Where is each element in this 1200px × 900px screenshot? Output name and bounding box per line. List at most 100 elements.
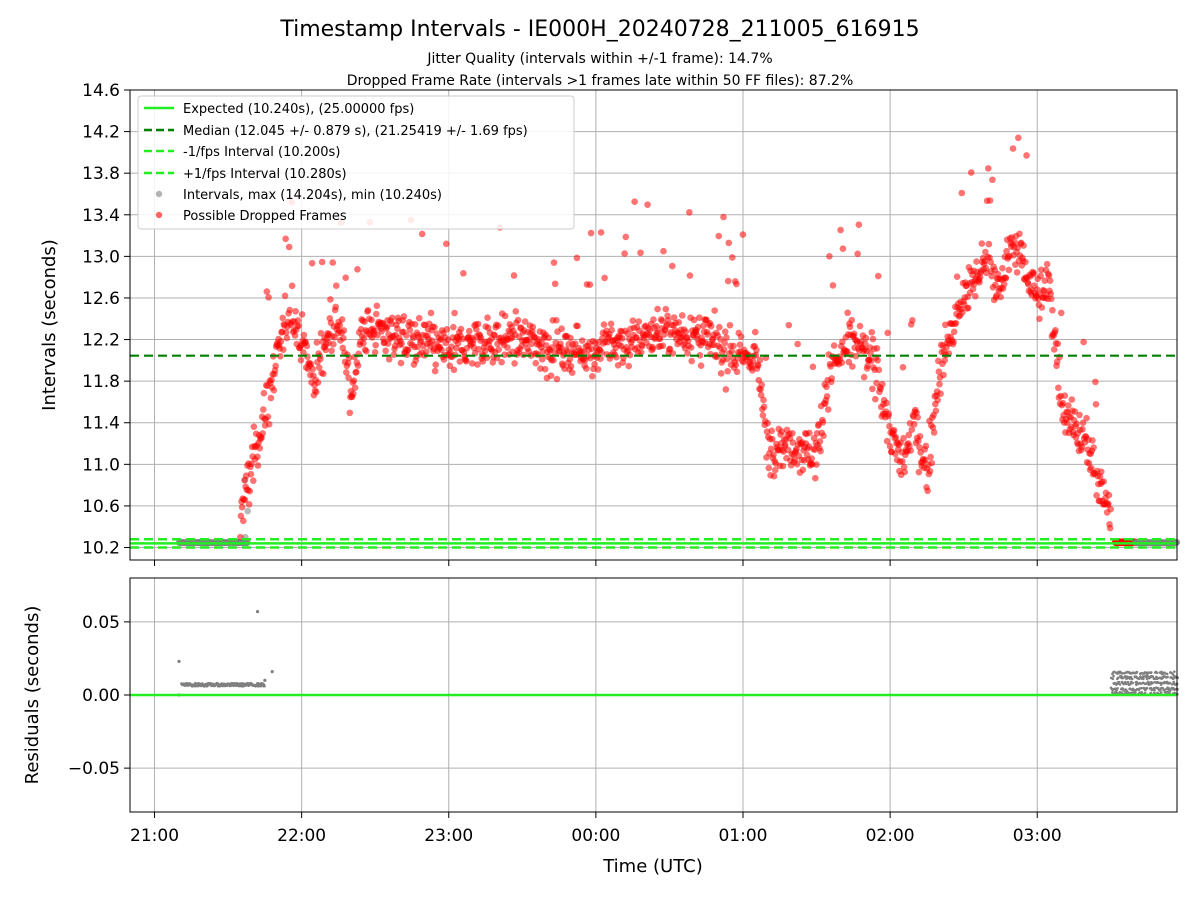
dropped-frame-point <box>446 362 454 370</box>
dropped-frame-point <box>475 345 482 353</box>
dropped-frame-point <box>650 316 657 323</box>
dropped-frame-point <box>259 430 267 437</box>
dropped-frame-point <box>456 358 464 365</box>
dropped-frame-point <box>566 355 574 363</box>
dropped-frame-point <box>283 334 291 342</box>
dropped-frame-point <box>1047 290 1054 298</box>
dropped-frame-point <box>532 359 540 367</box>
dropped-frame-point <box>568 369 576 377</box>
dropped-frame-point <box>547 372 555 380</box>
dropped-frame-point <box>491 331 498 339</box>
dropped-frame-point <box>997 293 1004 301</box>
dropped-frame-point <box>728 348 736 355</box>
dropped-frame-point <box>711 307 718 314</box>
dropped-frame-point <box>767 445 775 453</box>
residual-point <box>1112 674 1115 678</box>
dropped-frame-point <box>267 394 275 402</box>
dropped-frame-point <box>340 334 347 342</box>
residual-point <box>1130 677 1134 681</box>
dropped-frame-point <box>1106 524 1114 532</box>
dropped-frame-point <box>295 322 302 330</box>
dropped-frame-point <box>862 340 869 348</box>
dropped-frame-point <box>292 308 299 315</box>
dropped-frame-point <box>237 533 244 541</box>
dropped-frame-point <box>1090 444 1097 451</box>
dropped-frame-point <box>1063 419 1071 426</box>
dropped-frame-point <box>754 362 762 369</box>
dropped-frame-point <box>1005 266 1013 274</box>
dropped-frame-point <box>759 412 767 419</box>
dropped-frame-point <box>637 249 644 257</box>
residual-point <box>1166 675 1169 679</box>
dropped-frame-point <box>501 312 509 320</box>
bottom-y-tick-label-0: 0.05 <box>82 613 120 633</box>
dropped-frame-point <box>459 335 467 343</box>
dropped-frame-point <box>256 444 264 452</box>
dropped-frame-point <box>318 258 326 266</box>
dropped-frame-point <box>765 464 773 472</box>
dropped-frame-point <box>342 369 350 376</box>
dropped-frame-point <box>874 272 882 280</box>
dropped-frame-point <box>806 429 813 437</box>
dropped-frame-point <box>625 362 633 370</box>
dropped-frame-point <box>247 470 255 478</box>
dropped-frame-point <box>969 285 977 293</box>
residual-point <box>1118 683 1122 686</box>
residual-point <box>1170 683 1174 686</box>
dropped-frame-point <box>696 314 703 321</box>
dropped-frame-point <box>916 432 924 440</box>
dropped-frame-point <box>484 324 492 332</box>
dropped-frame-point <box>733 368 741 376</box>
dropped-frame-point <box>659 342 667 350</box>
residual-point <box>1157 681 1160 684</box>
dropped-frame-point <box>354 362 362 369</box>
top-y-tick-label-8: 13.4 <box>82 206 120 226</box>
dropped-frame-point <box>839 338 846 346</box>
dropped-frame-point <box>583 365 590 372</box>
dropped-frame-point <box>770 472 778 480</box>
dropped-frame-point <box>914 413 921 421</box>
x-tick-label-5: 02:00 <box>866 826 915 846</box>
dropped-frame-point <box>715 232 723 240</box>
dropped-frame-point <box>686 272 694 279</box>
dropped-frame-point <box>477 334 485 342</box>
dropped-frame-point <box>553 375 561 383</box>
legend: Expected (10.240s), (25.00000 fps) Media… <box>137 95 575 230</box>
x-tick-label-2: 23:00 <box>424 826 473 846</box>
dropped-frame-point <box>309 365 317 373</box>
dropped-frame-point <box>924 487 931 495</box>
top-y-tick-label-0: 10.2 <box>82 539 120 559</box>
chart-subtitle-2: Dropped Frame Rate (intervals >1 frames … <box>347 73 854 89</box>
dropped-frame-point <box>723 334 730 341</box>
dropped-frame-point <box>1046 277 1054 285</box>
dropped-frame-point <box>1023 152 1030 159</box>
x-axis-label: Time (UTC) <box>602 856 703 877</box>
dropped-frame-point <box>725 239 733 247</box>
dropped-frame-point <box>941 357 949 364</box>
dropped-frame-point <box>720 346 728 353</box>
dropped-frame-point <box>1036 315 1043 323</box>
dropped-frame-point <box>900 463 908 471</box>
dropped-frame-point <box>664 316 672 324</box>
dropped-frame-point <box>769 435 776 443</box>
legend-label-plus-fps: +1/fps Interval (10.280s) <box>183 167 347 182</box>
dropped-frame-point <box>883 399 890 407</box>
dropped-frame-point <box>1050 346 1058 353</box>
residual-point <box>1165 672 1169 676</box>
dropped-frame-point <box>722 386 730 393</box>
interval-point <box>244 507 251 515</box>
dropped-frame-point <box>504 344 511 351</box>
dropped-frame-point <box>869 335 877 343</box>
dropped-frame-point <box>1030 269 1037 277</box>
top-plot-frame <box>129 89 1178 561</box>
dropped-frame-point <box>813 461 820 468</box>
dropped-frame-point <box>282 235 289 243</box>
dropped-frame-point <box>460 270 467 277</box>
top-y-tick-label-1: 10.6 <box>82 497 120 517</box>
dropped-frame-point <box>976 278 983 286</box>
dropped-frame-point <box>279 346 287 353</box>
residual-point <box>1122 689 1125 692</box>
dropped-frame-point <box>1059 399 1067 407</box>
dropped-frame-point <box>678 312 686 319</box>
dropped-frame-point <box>329 259 337 266</box>
